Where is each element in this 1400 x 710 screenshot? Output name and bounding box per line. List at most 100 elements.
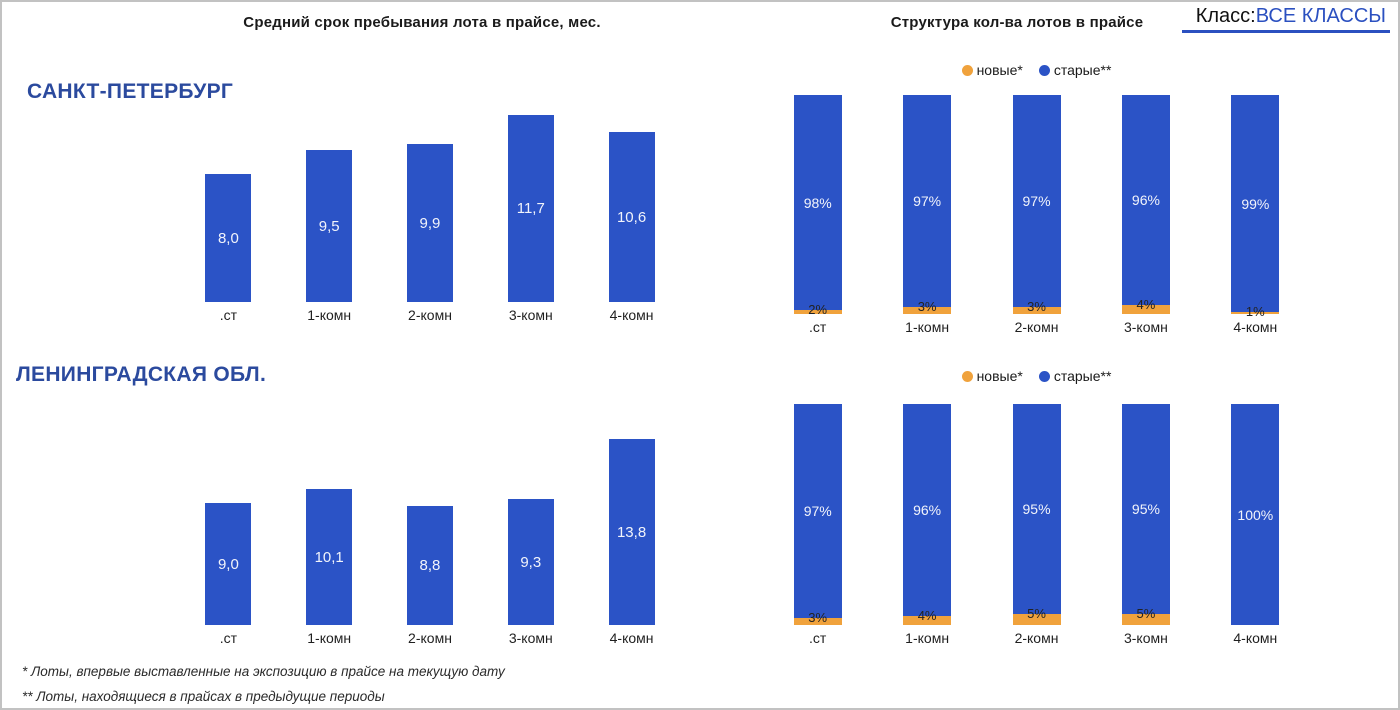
chart-column: 9,9 2-комн (380, 115, 481, 323)
bar: 9,0 (205, 503, 252, 625)
old-lots-value-label: 95% (1022, 501, 1051, 517)
old-lots-value-label: 97% (1022, 193, 1051, 209)
class-filter[interactable]: Класс:ВСЕ КЛАССЫ (1181, 5, 1390, 33)
old-lots-value-label: 97% (913, 193, 942, 209)
old-lots-segment: 100% (1231, 404, 1280, 625)
category-label: 2-комн (1014, 319, 1059, 335)
bar: 9,3 (507, 499, 554, 625)
new-lots-segment (1121, 614, 1170, 625)
new-lots-dot-icon (961, 64, 973, 76)
chart-column: 11,7 3-комн (480, 115, 581, 323)
legend-spb-structure: новые* старые** (763, 62, 1310, 78)
old-lots-value-label: 96% (1131, 192, 1160, 208)
new-lots-segment (903, 616, 952, 625)
chart-column: 9,0 .ст (178, 439, 279, 646)
footnote-old-lots: ** Лоты, находящиеся в прайсах в предыду… (22, 689, 385, 704)
old-lots-segment: 98% (793, 95, 842, 310)
footnote-new-lots: * Лоты, впервые выставленные на экспозиц… (22, 664, 505, 679)
bar-value-label: 9,3 (520, 553, 542, 571)
new-lots-value-label: 3% (1027, 299, 1046, 314)
old-lots-value-label: 95% (1131, 501, 1160, 517)
category-label: .ст (809, 319, 827, 335)
legend-item-new: новые* (961, 368, 1023, 384)
stacked-bar: 96% 4% (903, 404, 952, 625)
new-lots-segment (1121, 305, 1170, 314)
legend-old-label: старые** (1053, 368, 1112, 384)
legend-leningrad-structure: новые* старые** (763, 368, 1310, 384)
new-lots-segment (793, 618, 842, 625)
new-lots-value-label: 3% (808, 610, 828, 625)
new-lots-value-label: 4% (917, 608, 937, 623)
chart-column: 97% 3% 2-комн (982, 95, 1091, 335)
bar-value-label: 9,0 (217, 555, 239, 573)
chart-column: 96% 4% 1-комн (872, 404, 981, 646)
new-lots-dot-icon (961, 370, 973, 382)
category-label: 2-комн (408, 630, 452, 646)
chart-column: 10,1 1-комн (279, 439, 380, 646)
region-title-leningrad: ЛЕНИНГРАДСКАЯ ОБЛ. (16, 363, 267, 386)
chart-column: 97% 3% 1-комн (872, 95, 981, 335)
class-filter-value[interactable]: ВСЕ КЛАССЫ (1255, 5, 1386, 27)
category-label: .ст (809, 630, 827, 646)
bar-value-label: 10,1 (314, 548, 344, 566)
new-lots-segment (1012, 614, 1061, 625)
bar-value-label: 9,5 (318, 217, 340, 235)
category-label: 4-комн (609, 307, 654, 323)
class-filter-label: Класс: (1195, 5, 1256, 27)
chart-column: 96% 4% 3-комн (1091, 95, 1200, 335)
bar: 8,8 (406, 506, 453, 625)
legend-new-label: новые* (976, 62, 1023, 78)
bar-value-label: 13,8 (616, 523, 647, 541)
old-lots-segment: 97% (793, 404, 842, 618)
bar: 9,9 (406, 144, 453, 302)
category-label: 1-комн (905, 630, 950, 646)
stacked-bar: 100% (1231, 404, 1280, 625)
bar: 8,0 (205, 174, 252, 302)
old-lots-segment: 96% (1121, 95, 1170, 305)
category-label: 4-комн (1233, 319, 1278, 335)
category-label: 4-комн (1233, 630, 1278, 646)
old-lots-segment: 97% (1012, 95, 1061, 307)
chart-column: 97% 3% .ст (763, 404, 872, 646)
category-label: .ст (219, 630, 238, 646)
category-label: 1-комн (307, 307, 352, 323)
chart-column: 100% 4-комн (1201, 404, 1310, 646)
old-lots-value-label: 98% (803, 194, 832, 211)
bar-value-label: 8,8 (419, 557, 441, 574)
bar-value-label: 11,7 (516, 200, 545, 217)
chart-column: 9,3 3-комн (480, 439, 581, 646)
new-lots-segment (1231, 312, 1280, 314)
chart-column: 8,8 2-комн (380, 439, 481, 646)
new-lots-value-label: 3% (917, 299, 937, 314)
chart-column: 98% 2% .ст (763, 95, 872, 335)
structure-chart-title: Структура кол-ва лотов в прайсе (890, 14, 1144, 31)
chart-column: 95% 5% 3-комн (1091, 404, 1200, 646)
old-lots-segment: 95% (1012, 404, 1061, 614)
category-label: 1-комн (307, 630, 352, 646)
new-lots-value-label: 5% (1027, 606, 1046, 621)
chart-leningrad-avg-duration: 9,0 .ст 10,1 1-комн 8,8 2-комн 9,3 3-комн 13,8 4-… (178, 439, 682, 646)
chart-leningrad-structure: 97% 3% .ст 96% 4% 1-комн 95% 5% 2-комн 95% 5% 3-ком… (763, 404, 1310, 646)
bar-value-label: 10,6 (616, 208, 647, 226)
old-lots-value-label: 97% (803, 503, 832, 519)
avg-duration-chart-title: Средний срок пребывания лота в прайсе, м… (243, 14, 601, 31)
bar: 11,7 (507, 115, 554, 302)
category-label: 3-комн (508, 630, 553, 646)
stacked-bar: 99% 1% (1231, 95, 1280, 319)
old-lots-segment: 97% (903, 95, 952, 307)
chart-column: 99% 1% 4-комн (1201, 95, 1310, 335)
category-label: 3-комн (1123, 630, 1168, 646)
legend-item-old: старые** (1038, 62, 1111, 78)
old-lots-segment: 99% (1231, 95, 1280, 312)
bar: 10,1 (306, 489, 353, 625)
bar-value-label: 8,0 (217, 229, 239, 247)
stacked-bar: 96% 4% (1121, 95, 1170, 314)
category-label: 4-комн (609, 630, 654, 646)
new-lots-value-label: 5% (1136, 606, 1156, 621)
region-title-spb: САНКТ-ПЕТЕРБУРГ (27, 80, 234, 103)
bar-value-label: 9,9 (419, 214, 441, 232)
stacked-bar: 95% 5% (1012, 404, 1061, 625)
bar: 9,5 (306, 150, 353, 302)
new-lots-segment (793, 310, 842, 314)
